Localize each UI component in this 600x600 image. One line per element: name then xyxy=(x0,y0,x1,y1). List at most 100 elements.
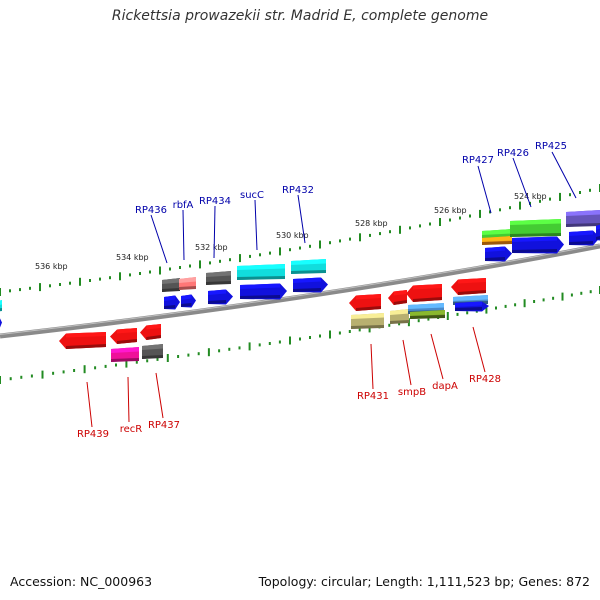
gene-label: RP432 xyxy=(282,185,314,196)
tick-mark xyxy=(319,240,321,249)
tick-mark xyxy=(199,260,201,269)
tick-mark xyxy=(218,349,221,353)
tick-mark xyxy=(79,277,81,286)
gene-label: RP436 xyxy=(135,205,167,216)
gene-feature xyxy=(390,309,409,324)
tick-mark xyxy=(89,279,91,282)
tick-mark xyxy=(429,222,431,226)
tick-mark xyxy=(125,359,128,368)
tick-mark xyxy=(419,224,421,228)
tick-mark xyxy=(533,300,536,303)
gene-label: recR xyxy=(120,424,143,435)
tick-mark xyxy=(169,267,171,271)
tick-mark xyxy=(104,364,107,368)
gene-feature xyxy=(512,236,564,254)
tick-mark xyxy=(278,340,281,344)
tick-mark xyxy=(228,347,231,351)
tick-mark xyxy=(166,354,169,362)
tick-label: 528 kbp xyxy=(355,219,388,228)
genome-summary-text: Topology: circular; Length: 1,111,523 bp… xyxy=(258,574,590,589)
tick-mark xyxy=(146,359,149,363)
gene-feature xyxy=(59,332,106,349)
gene-label: RP431 xyxy=(357,391,389,402)
tick-mark xyxy=(249,254,251,258)
gene-feature xyxy=(451,278,486,295)
tick-mark xyxy=(62,370,65,374)
tick-mark xyxy=(9,377,12,381)
tick-mark xyxy=(69,281,71,285)
tick-mark xyxy=(20,375,23,379)
tick-mark xyxy=(269,251,271,255)
gene-label: RP439 xyxy=(77,429,109,440)
tick-mark xyxy=(159,266,161,275)
tick-mark xyxy=(358,328,361,332)
tick-mark xyxy=(258,343,261,347)
tick-mark xyxy=(177,355,180,358)
gene-label: RP428 xyxy=(469,374,501,385)
tick-mark xyxy=(41,370,44,379)
tick-mark xyxy=(449,218,451,222)
tick-mark xyxy=(466,311,469,315)
tick-mark xyxy=(369,233,371,237)
gene-feature xyxy=(455,301,489,312)
gene-feature xyxy=(291,259,326,274)
tick-mark xyxy=(239,254,241,263)
tick-label: 530 kbp xyxy=(276,231,309,240)
tick-mark xyxy=(29,286,31,290)
tick-mark xyxy=(219,259,221,263)
gene-feature xyxy=(482,236,512,245)
tick-mark xyxy=(379,232,381,236)
tick-mark xyxy=(94,366,97,370)
tick-mark xyxy=(179,266,181,269)
tick-mark xyxy=(189,264,191,268)
tick-mark xyxy=(570,293,573,297)
tick-mark xyxy=(485,305,488,314)
tick-mark xyxy=(589,290,592,294)
tick-label: 524 kbp xyxy=(514,192,547,201)
tick-mark xyxy=(514,303,517,307)
tick-label: 536 kbp xyxy=(35,262,68,271)
tick-mark xyxy=(399,225,401,234)
gene-feature xyxy=(510,219,561,237)
tick-mark xyxy=(561,292,564,301)
tick-mark xyxy=(135,360,138,364)
gene-label: RP426 xyxy=(497,148,529,159)
gene-feature xyxy=(566,210,600,227)
tick-mark xyxy=(229,258,231,262)
tick-mark xyxy=(339,239,341,243)
tick-mark xyxy=(59,283,61,286)
tick-mark xyxy=(329,241,331,245)
gene-label: sucC xyxy=(240,190,264,201)
tick-mark xyxy=(109,276,111,280)
tick-mark xyxy=(289,248,291,252)
genome-backbone xyxy=(0,243,600,339)
tick-mark xyxy=(504,304,507,308)
tick-mark xyxy=(129,273,131,277)
tick-mark xyxy=(559,192,561,201)
tick-mark xyxy=(523,299,526,308)
gene-feature xyxy=(569,230,600,246)
tick-mark xyxy=(329,330,331,339)
tick-mark xyxy=(338,331,341,335)
tick-mark xyxy=(398,322,401,326)
tick-mark xyxy=(589,188,591,192)
tick-mark xyxy=(259,253,261,257)
tick-label: 526 kbp xyxy=(434,206,467,215)
gene-feature xyxy=(349,294,381,311)
tick-mark xyxy=(83,365,86,374)
tick-mark xyxy=(299,246,301,250)
gene-feature xyxy=(206,271,231,285)
tick-mark xyxy=(248,342,251,351)
tick-mark xyxy=(580,291,583,295)
tick-mark xyxy=(279,247,281,256)
gene-feature xyxy=(142,344,163,359)
tick-mark xyxy=(149,270,151,274)
tick-mark xyxy=(456,312,459,316)
accession-text: Accession: NC_000963 xyxy=(10,574,153,589)
tick-mark xyxy=(9,289,11,293)
tick-mark xyxy=(207,348,210,357)
gene-label: RP434 xyxy=(199,196,231,207)
gene-label: smpB xyxy=(398,387,426,398)
tick-mark xyxy=(417,319,420,323)
tick-label: 534 kbp xyxy=(116,253,149,262)
